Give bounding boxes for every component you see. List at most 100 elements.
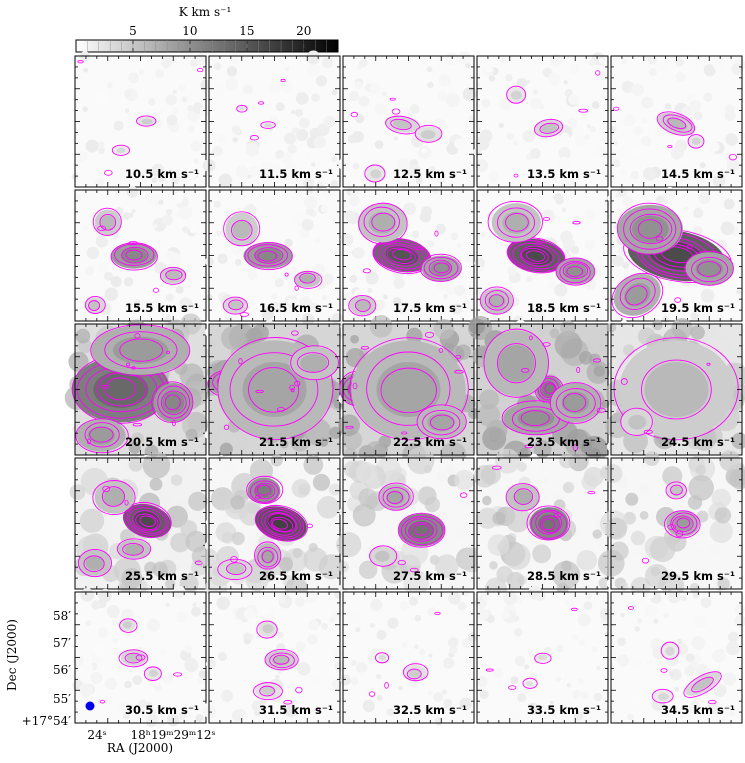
noise-patch: [674, 58, 684, 67]
noise-contour: [276, 407, 286, 412]
contour: [375, 652, 390, 664]
noise-patch: [376, 629, 387, 640]
noise-contour: [132, 423, 143, 427]
noise-contour: [513, 173, 519, 178]
contour: [670, 484, 683, 496]
diffuse-clump: [270, 454, 283, 467]
noise-patch: [427, 690, 433, 696]
noise-patch: [298, 296, 313, 310]
noise-patch: [393, 277, 405, 289]
noise-patch: [514, 655, 526, 667]
noise-patch: [355, 627, 361, 633]
contour: [256, 620, 278, 639]
colorbar-tick-label: 15: [239, 24, 254, 38]
noise-patch: [291, 109, 296, 115]
contour: [110, 242, 158, 271]
contour: [136, 115, 157, 127]
diffuse-clump: [128, 457, 144, 472]
emission-blob: [683, 671, 722, 698]
diffuse-clump: [230, 495, 245, 510]
diffuse-clump: [219, 442, 233, 456]
noise-patch: [356, 65, 362, 70]
noise-contour: [172, 672, 183, 677]
noise-patch: [320, 622, 329, 630]
channel-panel: 29.5 km s⁻¹: [597, 450, 745, 599]
noise-contour: [249, 135, 259, 141]
noise-contour: [728, 153, 737, 161]
velocity-label: 19.5 km s⁻¹: [661, 301, 735, 315]
contour: [124, 652, 143, 664]
noise-patch: [401, 641, 408, 648]
contour: [506, 85, 527, 104]
diffuse-clump: [482, 495, 492, 506]
contour: [422, 409, 461, 436]
panel-ticks: [75, 458, 206, 589]
contour: [139, 515, 156, 527]
noise-patch: [667, 589, 682, 604]
emission-blob: [555, 257, 596, 286]
noise-contour: [171, 419, 176, 427]
noise-patch: [364, 688, 378, 701]
contour: [358, 202, 408, 245]
noise-contour: [128, 240, 138, 246]
noise-patch: [476, 127, 481, 132]
diffuse-clump: [245, 567, 269, 592]
emission-blob: [223, 211, 261, 247]
noise-patch: [561, 132, 570, 141]
diffuse-clump: [352, 503, 376, 527]
noise-patch: [446, 285, 456, 295]
noise-contour: [397, 560, 406, 566]
noise-patch: [438, 74, 451, 87]
noise-patch: [282, 701, 296, 715]
noise-patch: [176, 169, 190, 183]
channel-panel: 31.5 km s⁻¹: [202, 590, 346, 725]
contour: [620, 407, 653, 436]
noise-patch: [393, 136, 399, 141]
noise-patch: [697, 170, 704, 177]
noise-patch: [384, 177, 396, 190]
velocity-label: 14.5 km s⁻¹: [661, 167, 735, 181]
emission-blob: [378, 482, 414, 511]
noise-patch: [91, 600, 101, 610]
noise-patch: [138, 699, 147, 708]
diffuse-clump: [142, 451, 171, 479]
contour: [687, 134, 705, 149]
noise-contour: [459, 492, 468, 498]
noise-patch: [684, 665, 695, 677]
noise-patch: [644, 604, 658, 618]
noise-patch: [483, 64, 493, 73]
contour: [664, 510, 701, 539]
noise-patch: [622, 261, 630, 269]
diffuse-clump: [532, 544, 552, 564]
contour: [264, 649, 299, 671]
panel-ticks: [343, 592, 474, 723]
noise-patch: [151, 176, 158, 183]
contour: [413, 523, 430, 536]
diffuse-clump: [312, 473, 331, 491]
noise-patch: [619, 168, 628, 177]
noise-patch: [648, 68, 657, 77]
noise-patch: [407, 630, 420, 643]
noise-patch: [349, 195, 360, 207]
noise-contour: [706, 362, 711, 366]
diffuse-clump: [170, 532, 190, 553]
contour: [269, 652, 295, 669]
contour: [254, 247, 284, 264]
blob-core: [226, 563, 245, 575]
noise-patch: [162, 673, 174, 685]
noise-contour: [454, 369, 464, 374]
emission-blob: [254, 504, 308, 542]
noise-patch: [350, 677, 359, 686]
noise-patch: [308, 619, 320, 631]
velocity-label: 15.5 km s⁻¹: [125, 301, 199, 315]
diffuse-clump: [581, 474, 599, 491]
emission-blob: [506, 237, 566, 274]
noise-patch: [725, 133, 739, 146]
noise-patch: [503, 591, 518, 606]
noise-patch: [568, 93, 580, 105]
noise-patch: [426, 81, 434, 89]
velocity-label: 12.5 km s⁻¹: [393, 167, 467, 181]
noise-patch: [199, 105, 211, 117]
contour: [496, 207, 536, 238]
contour: [408, 522, 434, 540]
